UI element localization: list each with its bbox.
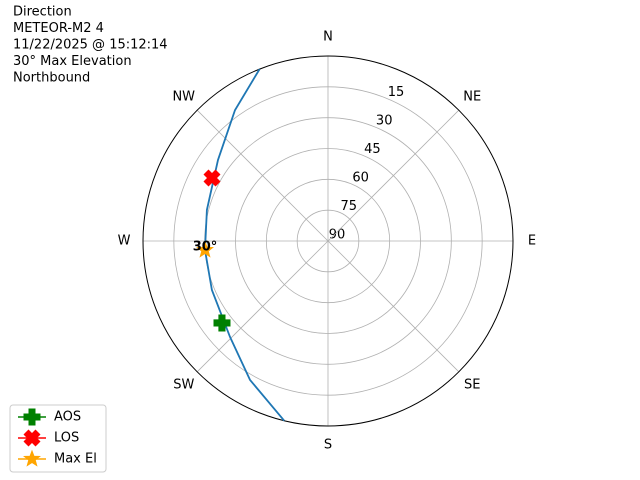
legend-label: LOS [54,431,79,446]
legend: AOS LOS Max El [9,404,107,473]
title-line: METEOR-M2 4 [13,21,104,36]
outer-circle [142,55,514,427]
legend-marker [23,408,41,426]
grid-spoke [196,109,329,242]
direction-label: E [528,234,536,249]
legend-label: Max El [54,452,97,467]
title-line: Direction [13,5,72,20]
radial-tick-label: 75 [341,199,358,214]
legend-marker [23,449,41,467]
direction-label: N [323,30,333,45]
direction-label: SW [173,378,194,393]
legend-label: AOS [54,410,81,425]
title-line: 30° Max Elevation [13,54,132,69]
legend-marker [23,429,41,447]
radial-tick-label: 30 [376,114,393,129]
radial-tick-label: 60 [352,171,369,186]
grid-spoke [196,240,329,373]
direction-label: S [324,438,332,453]
marker-x [203,169,221,187]
title-line: 11/22/2025 @ 15:12:14 [13,38,168,53]
radial-tick-label: 15 [388,85,405,100]
grid-spoke [327,240,460,373]
direction-label: NE [463,89,481,104]
grid-spoke [327,109,460,242]
radial-tick-label: 45 [364,142,381,157]
radial-tick-label: 90 [329,228,346,243]
direction-label: NW [172,89,195,104]
title-line: Northbound [13,71,90,86]
value-label: 30° [193,240,218,255]
marker-plus [213,314,231,332]
direction-label: SE [464,378,480,393]
marker-star [196,240,214,258]
direction-label: W [118,234,131,249]
